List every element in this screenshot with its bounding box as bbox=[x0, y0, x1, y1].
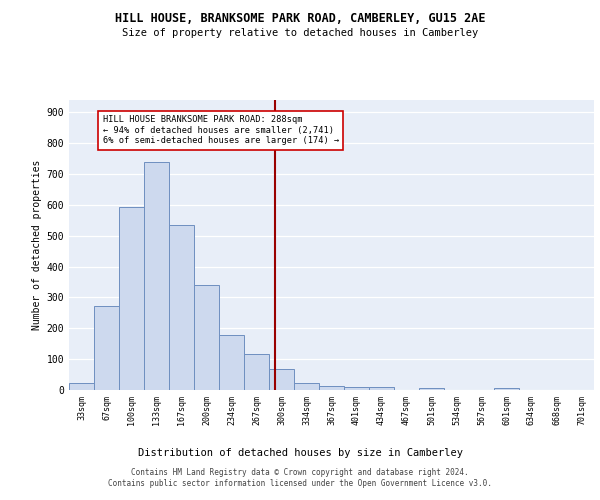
Bar bbox=[244, 354, 269, 390]
Bar bbox=[369, 387, 394, 390]
Bar bbox=[119, 206, 144, 390]
Bar bbox=[294, 383, 319, 390]
Bar bbox=[94, 306, 119, 390]
Bar bbox=[219, 335, 244, 390]
Text: HILL HOUSE, BRANKSOME PARK ROAD, CAMBERLEY, GU15 2AE: HILL HOUSE, BRANKSOME PARK ROAD, CAMBERL… bbox=[115, 12, 485, 26]
Bar bbox=[494, 388, 519, 390]
Bar bbox=[169, 225, 194, 390]
Bar bbox=[319, 386, 344, 390]
Bar bbox=[144, 162, 169, 390]
Bar bbox=[344, 387, 369, 390]
Text: HILL HOUSE BRANKSOME PARK ROAD: 288sqm
← 94% of detached houses are smaller (2,7: HILL HOUSE BRANKSOME PARK ROAD: 288sqm ←… bbox=[103, 116, 339, 145]
Bar bbox=[419, 388, 444, 390]
Text: Distribution of detached houses by size in Camberley: Distribution of detached houses by size … bbox=[137, 448, 463, 458]
Bar bbox=[269, 369, 294, 390]
Text: Contains HM Land Registry data © Crown copyright and database right 2024.
Contai: Contains HM Land Registry data © Crown c… bbox=[108, 468, 492, 487]
Y-axis label: Number of detached properties: Number of detached properties bbox=[32, 160, 43, 330]
Bar bbox=[194, 285, 219, 390]
Text: Size of property relative to detached houses in Camberley: Size of property relative to detached ho… bbox=[122, 28, 478, 38]
Bar bbox=[69, 383, 94, 390]
